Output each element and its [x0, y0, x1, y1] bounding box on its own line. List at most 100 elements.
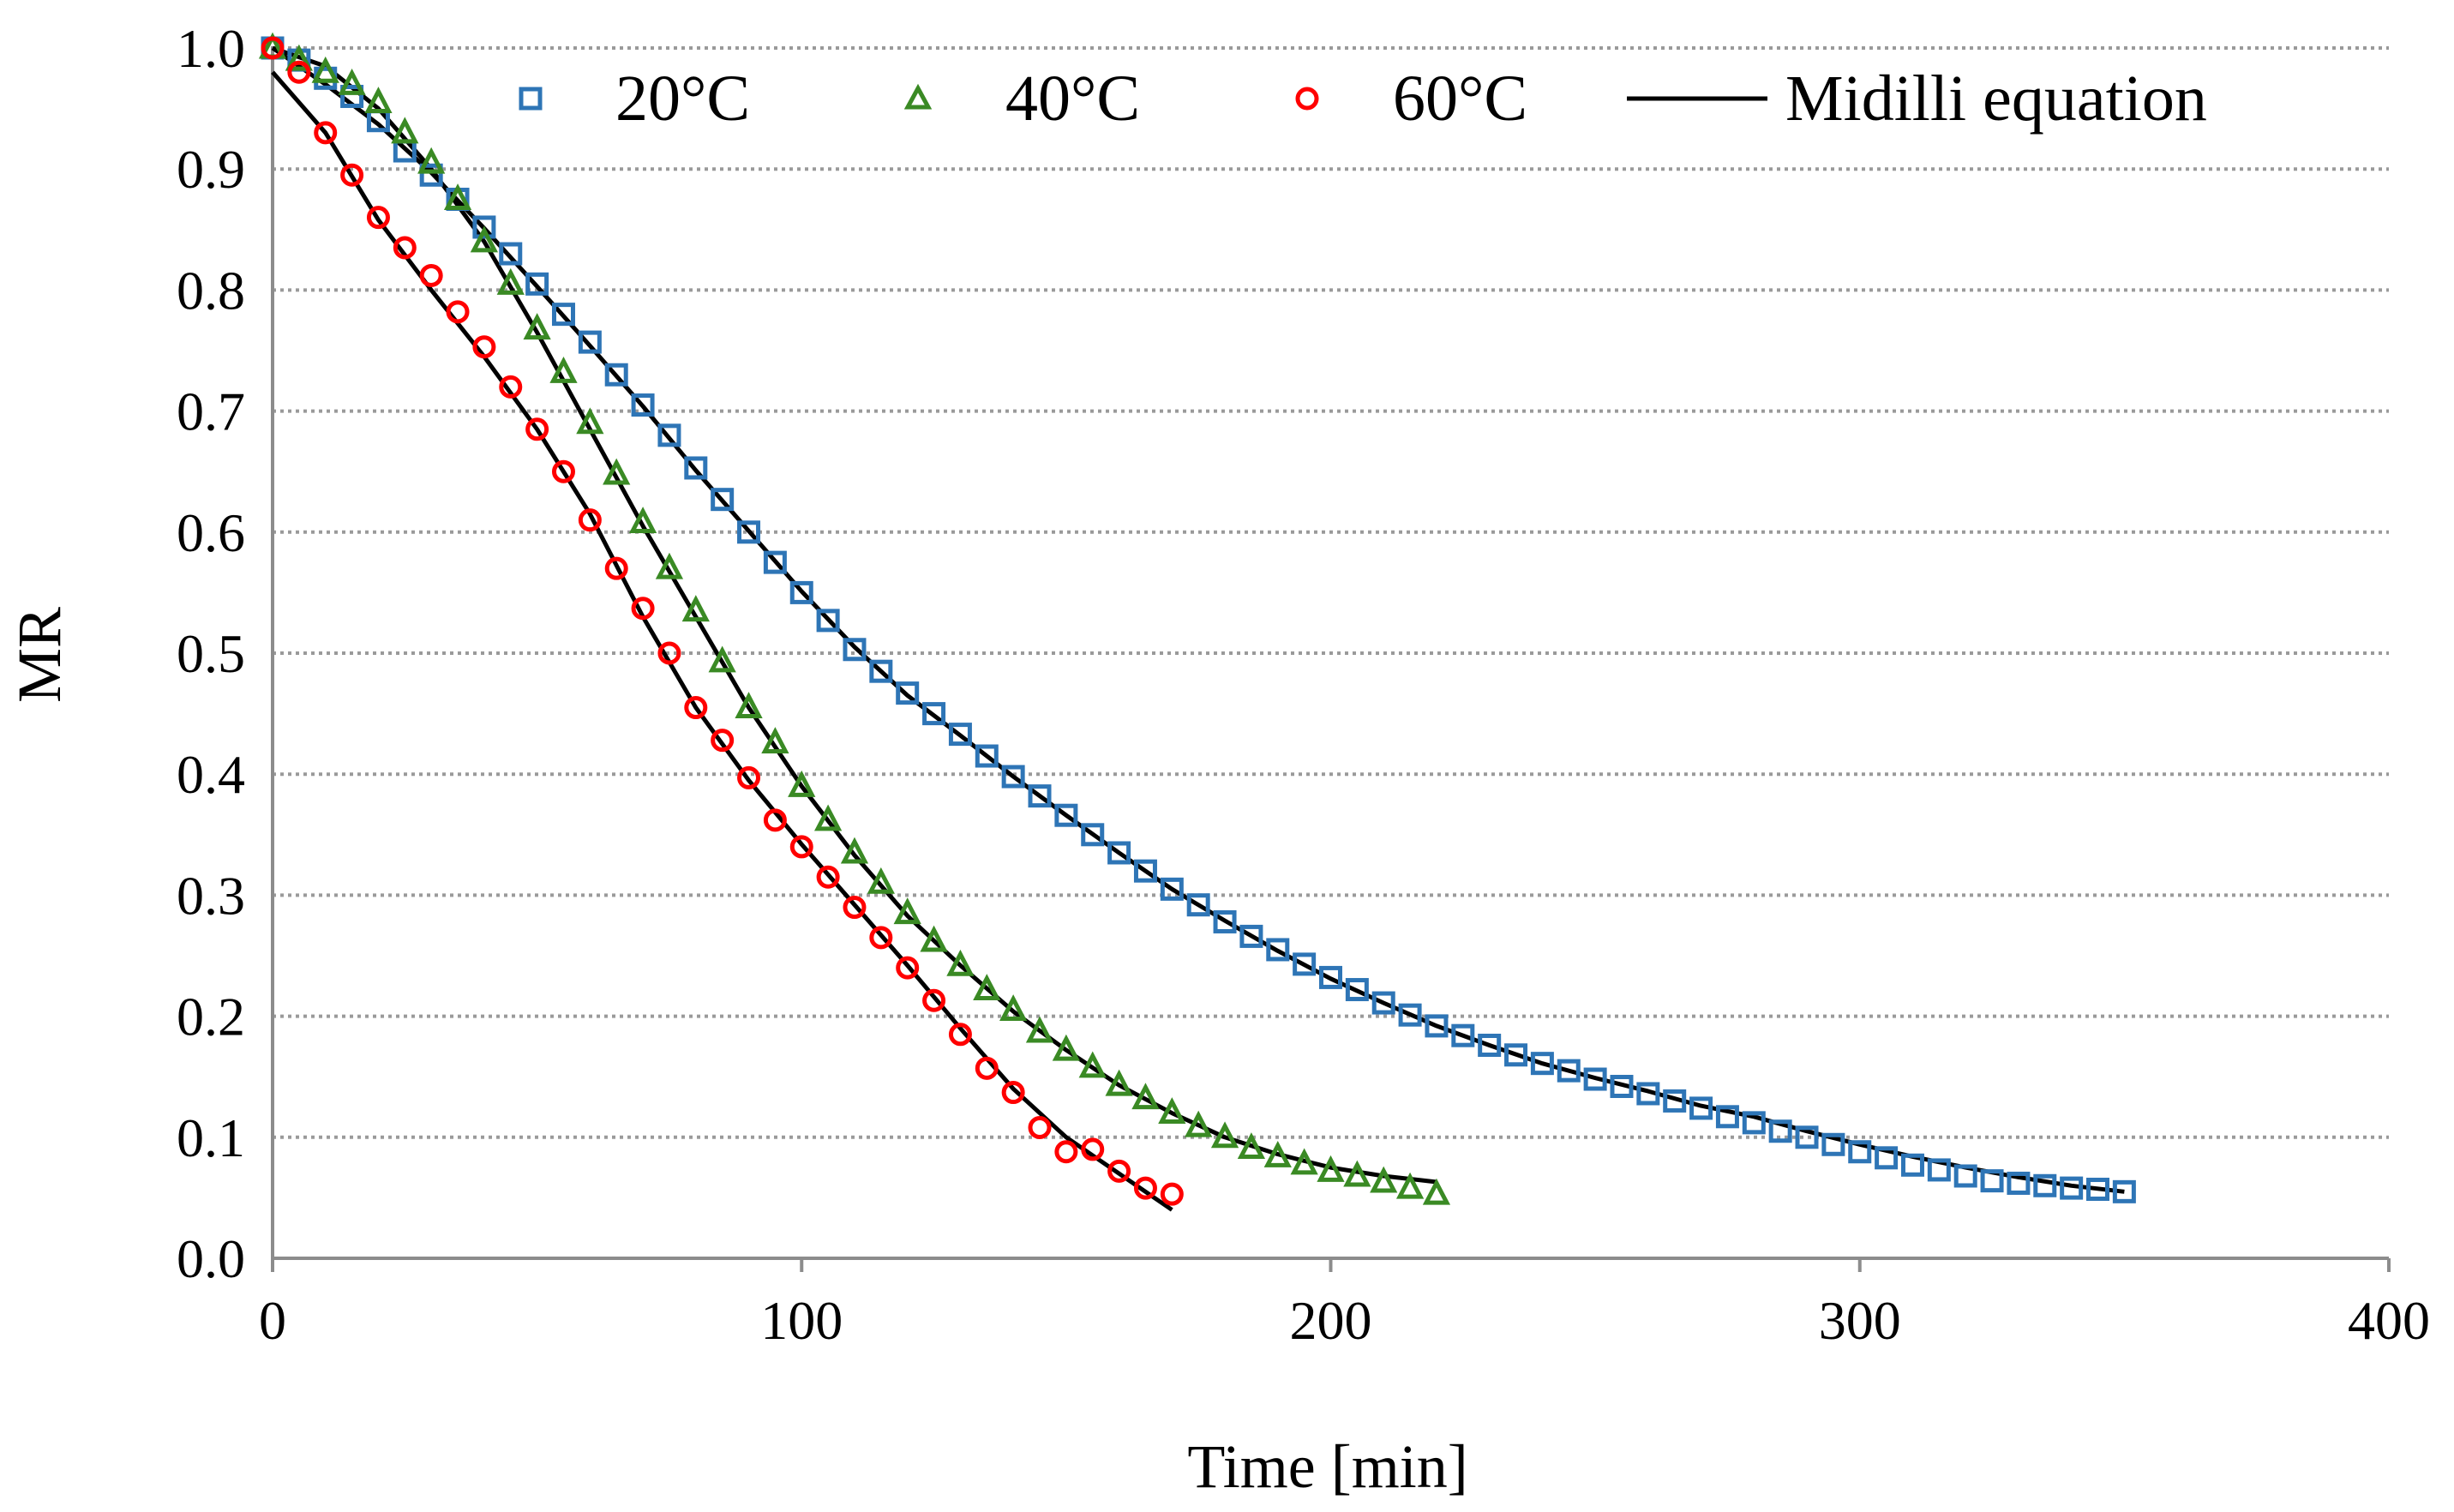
series-square — [261, 36, 2136, 1203]
data-point-square — [1504, 1043, 1528, 1067]
data-point-triangle — [1343, 1160, 1371, 1187]
data-point-square — [499, 242, 523, 266]
data-point-square — [1715, 1105, 1739, 1129]
data-point-square — [1186, 893, 1210, 917]
data-point-square — [578, 330, 602, 354]
data-point-circle — [631, 597, 655, 621]
y-tick-label: 0.9 — [177, 139, 245, 200]
data-point-triangle — [549, 357, 578, 383]
data-point-square — [975, 744, 999, 768]
data-point-circle — [499, 375, 523, 399]
data-point-triangle — [628, 507, 657, 534]
data-point-triangle — [893, 897, 921, 925]
data-point-triangle — [920, 925, 948, 952]
data-point-triangle — [417, 147, 446, 174]
data-point-square — [1927, 1158, 1951, 1182]
data-points — [258, 32, 2136, 1206]
data-point-circle — [816, 865, 840, 889]
data-point-triangle — [1158, 1097, 1186, 1125]
data-point-square — [340, 84, 364, 108]
data-point-square — [1742, 1111, 1766, 1135]
data-point-square — [763, 550, 787, 574]
data-point-triangle — [1185, 1110, 1213, 1137]
data-point-triangle — [603, 458, 631, 485]
data-point-square — [1239, 924, 1263, 948]
data-point-triangle — [655, 552, 684, 579]
data-point-circle — [419, 263, 443, 287]
data-point-square — [1133, 859, 1157, 883]
data-point-triangle — [1317, 1155, 1345, 1182]
data-point-square — [1398, 1003, 1422, 1027]
data-point-circle — [525, 417, 549, 441]
data-point-circle — [1160, 1182, 1184, 1206]
data-point-square — [1875, 1146, 1899, 1170]
data-point-triangle — [1370, 1166, 1398, 1193]
data-point-triangle — [496, 267, 525, 295]
data-point-square — [1107, 841, 1131, 865]
data-point-square — [684, 456, 708, 480]
data-point-triangle — [735, 692, 763, 719]
data-point-square — [1293, 952, 1317, 976]
data-point-triangle — [840, 837, 869, 864]
data-point-square — [1953, 1164, 1977, 1188]
data-point-circle — [922, 988, 946, 1012]
data-point-square — [604, 363, 628, 387]
data-point-triangle — [1105, 1069, 1133, 1096]
data-point-square — [2112, 1179, 2136, 1203]
data-point-circle — [1107, 1159, 1131, 1183]
data-point-square — [843, 638, 867, 662]
series-circle — [261, 36, 1184, 1206]
data-point-square — [525, 272, 549, 296]
data-point-triangle — [470, 225, 499, 253]
data-point-square — [1213, 909, 1237, 933]
data-point-square — [922, 702, 946, 726]
data-point-circle — [843, 896, 867, 920]
data-point-circle — [261, 36, 285, 60]
data-point-square — [1478, 1033, 1502, 1057]
data-point-triangle — [946, 949, 975, 976]
data-point-circle — [604, 556, 628, 580]
data-point-circle — [1028, 1116, 1052, 1140]
data-point-square — [2060, 1176, 2084, 1200]
y-tick-label: 0.3 — [177, 865, 245, 926]
x-tick-label: 300 — [1819, 1290, 1901, 1351]
data-point-square — [1583, 1067, 1607, 1091]
legend-marker-40c — [903, 83, 933, 110]
data-point-square — [1663, 1089, 1687, 1113]
data-point-triangle — [1263, 1140, 1292, 1167]
legend-label-20c: 20°C — [615, 63, 750, 135]
data-point-circle — [896, 956, 920, 980]
data-point-square — [2086, 1178, 2110, 1202]
data-point-triangle — [1237, 1132, 1266, 1160]
data-point-triangle — [285, 44, 313, 71]
data-point-triangle — [364, 87, 393, 114]
data-point-square — [631, 393, 655, 417]
data-point-square — [1451, 1023, 1475, 1047]
data-point-square — [551, 303, 575, 327]
y-tick-label: 1.0 — [177, 18, 245, 79]
legend-label-40c: 40°C — [1005, 63, 1140, 135]
data-point-square — [1821, 1132, 1845, 1156]
data-point-circle — [763, 808, 787, 832]
data-point-triangle — [761, 727, 789, 753]
data-point-triangle — [1422, 1178, 1451, 1205]
data-point-square — [816, 609, 840, 633]
midilli-curve — [272, 45, 1437, 1185]
legend: 20°C 40°C 60°C Midilli equation — [519, 63, 2207, 135]
y-tick-label: 0.8 — [177, 260, 245, 321]
data-point-square — [1160, 877, 1184, 901]
data-point-square — [737, 520, 761, 544]
y-tick-label: 0.0 — [177, 1228, 245, 1289]
data-point-circle — [684, 696, 708, 720]
data-point-square — [1345, 978, 1369, 1002]
data-point-circle — [578, 508, 602, 532]
series-triangle — [258, 32, 1451, 1205]
data-point-triangle — [523, 313, 551, 340]
x-axis-title: Time [min] — [1187, 1432, 1467, 1501]
data-point-triangle — [973, 974, 1001, 1001]
data-point-square — [948, 723, 972, 747]
data-point-square — [1425, 1014, 1449, 1038]
data-point-circle — [737, 765, 761, 789]
data-point-circle — [472, 335, 496, 359]
